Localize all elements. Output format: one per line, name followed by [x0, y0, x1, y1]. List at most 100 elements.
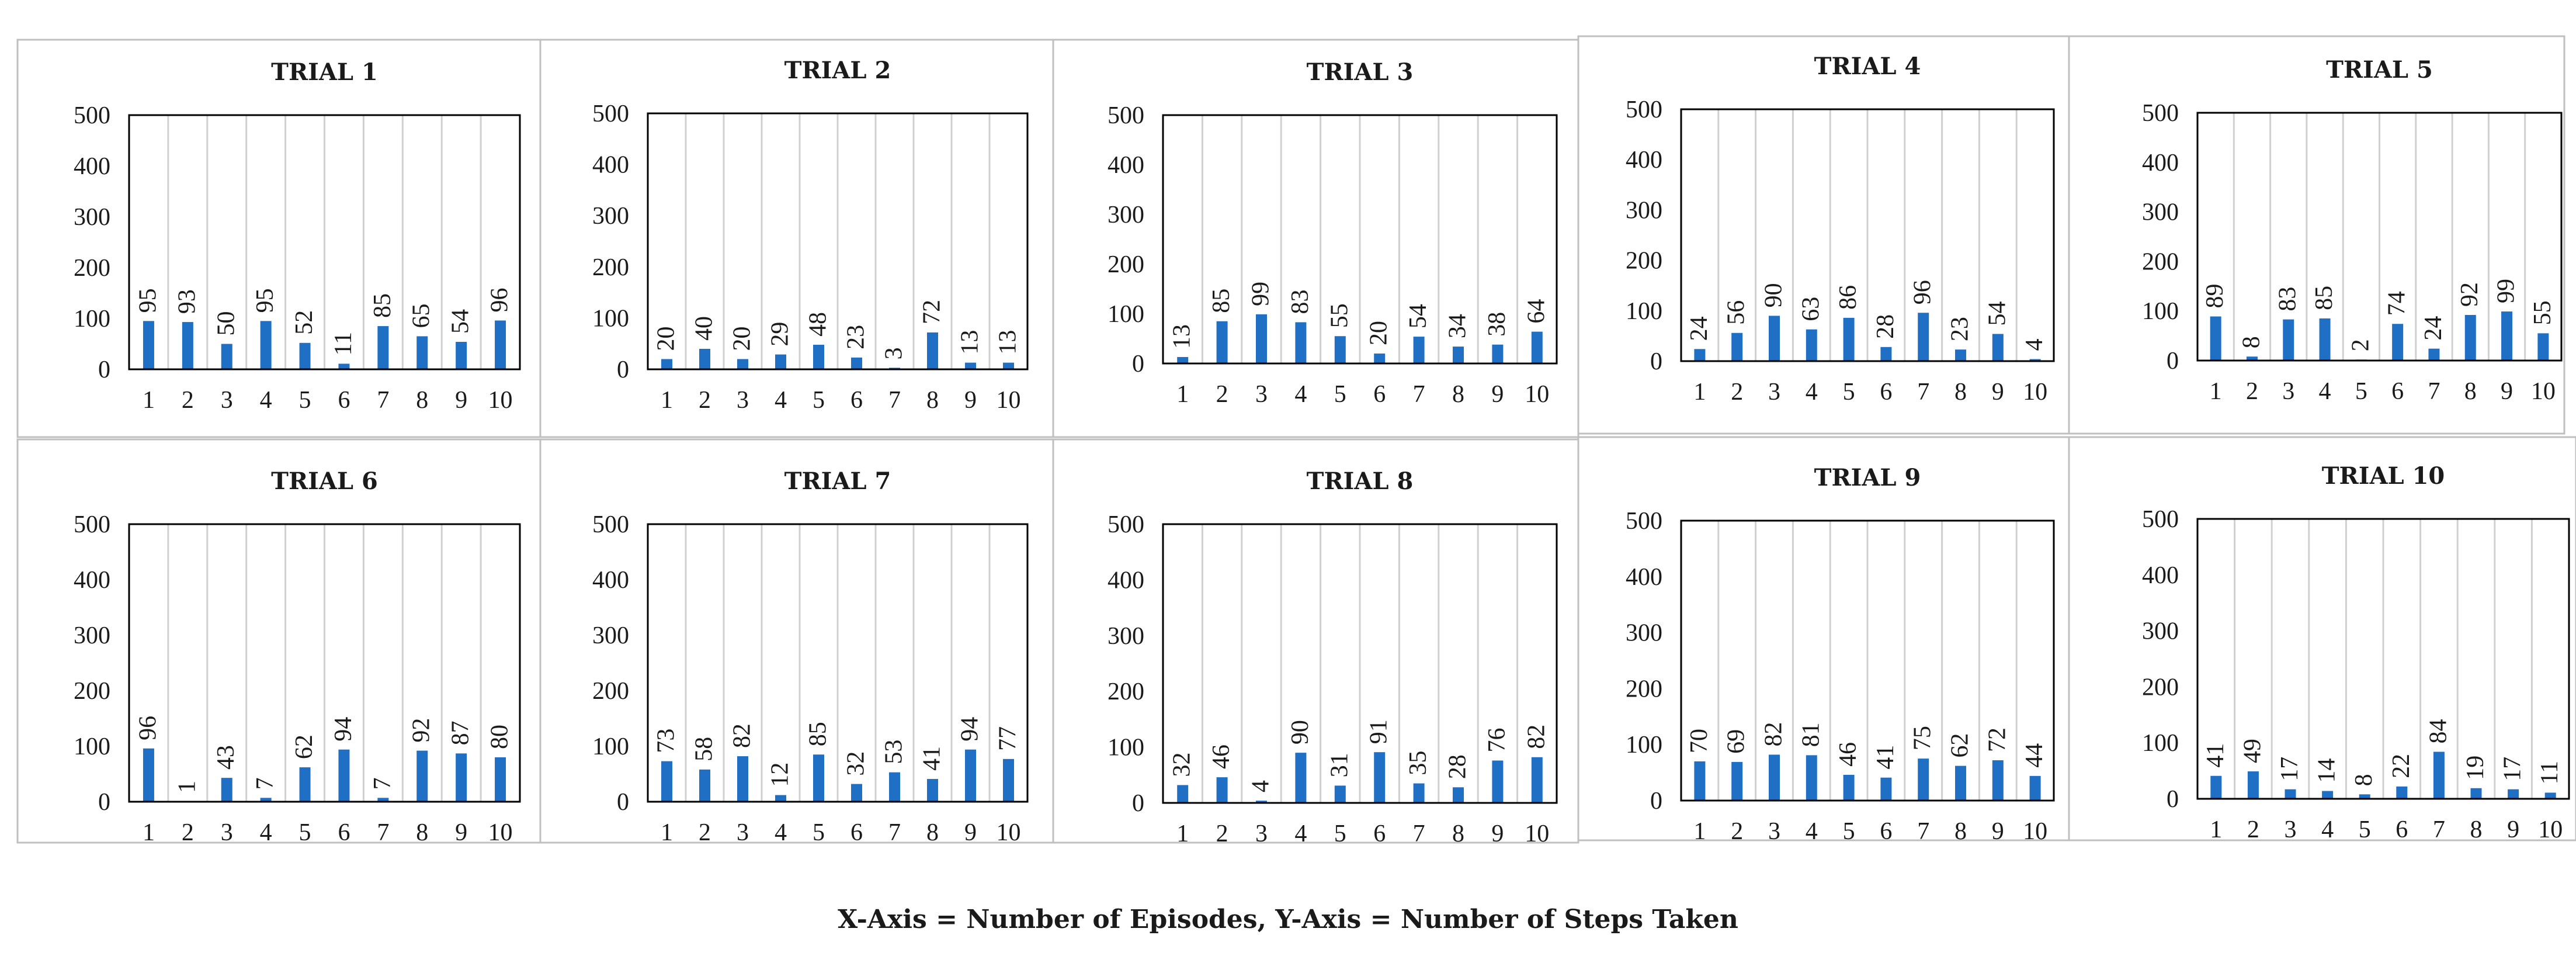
- trial-6-xtick-1: 1: [143, 819, 155, 846]
- trial-6-ytick-400: 400: [74, 567, 110, 594]
- trial-9-bar-4: [1806, 755, 1817, 801]
- trial-9-ytick-100: 100: [1626, 732, 1662, 758]
- trial-8-xtick-9: 9: [1491, 820, 1504, 847]
- trial-10-xtick-8: 8: [2470, 816, 2483, 843]
- trial-3-ytick-500: 500: [1108, 102, 1144, 129]
- trial-2-panel: [539, 39, 1054, 438]
- trial-1-value-label-9: 54: [447, 309, 474, 334]
- trial-3-bar-7: [1413, 337, 1425, 363]
- trial-9-xtick-2: 2: [1731, 818, 1743, 845]
- trial-3-value-label-10: 64: [1523, 299, 1550, 324]
- trial-5-bar-1: [2210, 316, 2221, 361]
- trial-2-bar-2: [699, 348, 710, 369]
- trial-5-panel: [2068, 35, 2565, 435]
- trial-2-xtick-4: 4: [775, 387, 787, 414]
- trial-9-title: TRIAL 9: [1814, 464, 1921, 491]
- trial-2-ytick-300: 300: [592, 203, 629, 230]
- trial-2-ytick-100: 100: [592, 305, 629, 332]
- trial-3-bar-5: [1334, 336, 1346, 363]
- trial-9-value-label-5: 46: [1835, 742, 1862, 767]
- trial-3-value-label-7: 54: [1405, 304, 1432, 328]
- trial-3-panel: [1052, 39, 1579, 438]
- trial-8-bar-6: [1374, 752, 1386, 803]
- trial-6-xtick-6: 6: [338, 819, 350, 846]
- trial-6-panel: [16, 438, 541, 844]
- trial-9-xtick-7: 7: [1917, 818, 1929, 845]
- trial-4-ytick-500: 500: [1626, 96, 1662, 123]
- trial-8-value-label-3: 4: [1248, 780, 1275, 792]
- trial-6-xtick-3: 3: [221, 819, 233, 846]
- trial-3-xtick-9: 9: [1491, 381, 1504, 408]
- trial-10-value-label-6: 22: [2388, 754, 2415, 778]
- trial-7-bar-10: [1003, 758, 1014, 802]
- trial-6-value-label-4: 7: [252, 777, 279, 789]
- trial-8-ytick-300: 300: [1108, 623, 1144, 650]
- trial-9-xtick-3: 3: [1768, 818, 1780, 845]
- trial-2-value-label-7: 3: [881, 347, 908, 359]
- trial-5-xtick-2: 2: [2246, 378, 2258, 405]
- trial-6-value-label-5: 62: [291, 735, 318, 759]
- trial-2-bar-8: [927, 332, 938, 369]
- trial-8-value-label-5: 31: [1326, 753, 1353, 777]
- trial-4-ytick-100: 100: [1626, 298, 1662, 325]
- trial-1-value-label-4: 95: [252, 288, 279, 313]
- trial-4-bar-3: [1769, 316, 1780, 361]
- trial-10-ytick-0: 0: [2167, 786, 2179, 813]
- trial-7-bar-9: [965, 749, 976, 802]
- trial-10-bar-4: [2322, 791, 2334, 799]
- trial-9-value-label-4: 81: [1797, 722, 1824, 747]
- trial-7-value-label-2: 58: [691, 737, 718, 761]
- trial-7-xtick-2: 2: [699, 819, 711, 846]
- trial-6-xtick-2: 2: [182, 819, 194, 846]
- trial-5-bar-7: [2428, 348, 2440, 361]
- trial-9-bar-10: [2029, 775, 2041, 801]
- trial-3-bar-2: [1216, 321, 1228, 363]
- trial-10-bar-3: [2285, 789, 2296, 799]
- trial-8-value-label-6: 91: [1366, 719, 1393, 744]
- trial-8-xtick-10: 10: [1525, 820, 1549, 847]
- trial-4-bar-6: [1880, 347, 1892, 361]
- trial-4-ytick-0: 0: [1650, 348, 1662, 375]
- trial-10-value-label-7: 84: [2425, 719, 2452, 744]
- trial-5-xtick-7: 7: [2428, 378, 2440, 405]
- trial-5-ytick-200: 200: [2142, 248, 2179, 275]
- trial-2-title: TRIAL 2: [784, 57, 891, 84]
- trial-5-ytick-400: 400: [2142, 150, 2179, 176]
- trial-2-value-label-2: 40: [691, 316, 718, 341]
- trial-1-bar-5: [299, 342, 311, 369]
- trial-9-ytick-500: 500: [1626, 508, 1662, 535]
- trial-3-xtick-10: 10: [1525, 381, 1549, 408]
- trial-8-value-label-4: 90: [1287, 720, 1314, 744]
- trial-10-xtick-5: 5: [2359, 816, 2371, 843]
- trial-8-ytick-100: 100: [1108, 735, 1144, 761]
- trial-4-title: TRIAL 4: [1814, 53, 1921, 80]
- trial-4-bar-5: [1843, 317, 1855, 361]
- trial-7-value-label-8: 41: [919, 746, 946, 771]
- trial-1-bar-8: [416, 336, 428, 369]
- trial-1-ytick-200: 200: [74, 255, 110, 282]
- trial-4-xtick-5: 5: [1843, 379, 1855, 406]
- trial-6-plot-frame: [128, 523, 521, 803]
- trial-10-value-label-3: 17: [2276, 757, 2303, 781]
- trial-2-ytick-0: 0: [617, 356, 629, 383]
- trial-2-bar-9: [965, 362, 976, 369]
- trial-8-xtick-2: 2: [1216, 820, 1228, 847]
- trial-10-xtick-3: 3: [2285, 816, 2297, 843]
- trial-10-value-label-4: 14: [2314, 758, 2341, 783]
- trial-4-bar-7: [1918, 313, 1929, 361]
- trial-1-plot-frame: [128, 114, 521, 370]
- trial-3-xtick-4: 4: [1294, 381, 1307, 408]
- trial-7-bar-5: [813, 754, 824, 802]
- trial-8-xtick-4: 4: [1294, 820, 1307, 847]
- trial-8-xtick-5: 5: [1334, 820, 1346, 847]
- trial-7-xtick-5: 5: [813, 819, 825, 846]
- trial-2-ytick-500: 500: [592, 101, 629, 127]
- trial-8-xtick-7: 7: [1413, 820, 1425, 847]
- trial-3-bar-9: [1492, 344, 1504, 363]
- trial-5-bar-2: [2246, 356, 2258, 361]
- trial-3-xtick-5: 5: [1334, 381, 1346, 408]
- trial-9-bar-8: [1955, 766, 1966, 801]
- trial-2-value-label-3: 20: [729, 326, 756, 351]
- trial-9-xtick-10: 10: [2023, 818, 2047, 845]
- trial-7-plot-frame: [647, 523, 1029, 803]
